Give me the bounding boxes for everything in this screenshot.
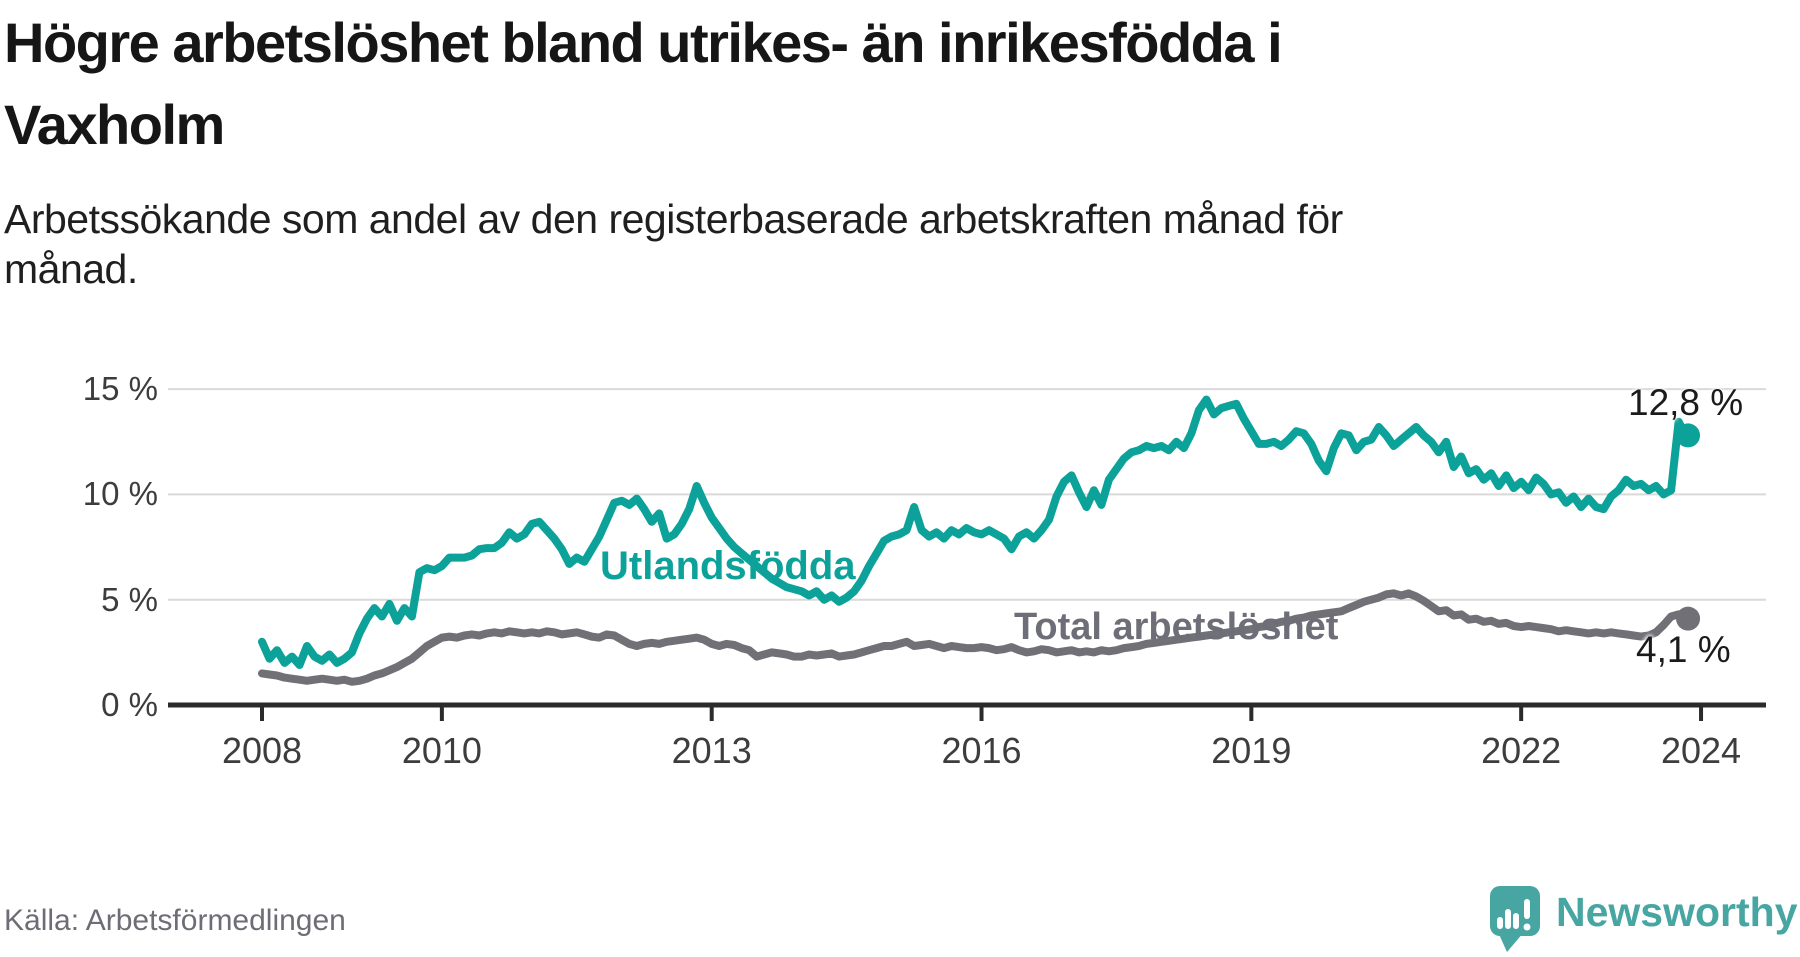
newsworthy-logo-text: Newsworthy xyxy=(1556,889,1798,935)
page-title-line2: Vaxholm xyxy=(4,93,225,156)
x-axis-label-2019: 2019 xyxy=(1211,730,1292,771)
x-axis-label-2022: 2022 xyxy=(1481,730,1562,771)
chart-subtitle-line2: månad. xyxy=(4,246,138,292)
newsworthy-logo[interactable]: Newsworthy xyxy=(1490,886,1800,952)
series-end-dot-Utlandsfödda xyxy=(1676,423,1701,448)
y-axis-label-10: 10 % xyxy=(82,475,158,513)
x-axis-label-2010: 2010 xyxy=(401,730,482,771)
x-axis-label-2008: 2008 xyxy=(221,730,303,771)
y-axis-label-0: 0 % xyxy=(101,686,158,723)
end-value-label-utlandsfodda: 12,8 % xyxy=(1628,382,1744,423)
chart-subtitle: Arbetssökande som andel av den registerb… xyxy=(4,194,1604,294)
series-line-Total arbetslöshet xyxy=(258,589,1690,686)
series-line-Utlandsfödda xyxy=(258,395,1690,669)
series-end-dot-Total arbetslöshet xyxy=(1676,606,1701,631)
newsworthy-logo-icon xyxy=(1490,886,1540,952)
page-title-line1: Högre arbetslöshet bland utrikes- än inr… xyxy=(4,11,1283,74)
chart-subtitle-line1: Arbetssökande som andel av den registerb… xyxy=(4,196,1343,242)
x-axis-label-2016: 2016 xyxy=(941,730,1022,771)
series-label-utlandsfodda: Utlandsfödda xyxy=(600,544,856,588)
page-title: Högre arbetslöshet bland utrikes- än inr… xyxy=(4,2,1604,166)
end-value-label-total: 4,1 % xyxy=(1636,629,1731,670)
source-credit: Källa: Arbetsförmedlingen xyxy=(4,904,346,937)
y-axis-label-5: 5 % xyxy=(101,580,158,618)
y-axis-label-15: 15 % xyxy=(82,370,158,408)
x-axis-label-2024: 2024 xyxy=(1660,730,1742,771)
series-label-total-arbetsloshet: Total arbetslöshet xyxy=(1014,606,1339,648)
x-axis-label-2013: 2013 xyxy=(671,730,752,771)
